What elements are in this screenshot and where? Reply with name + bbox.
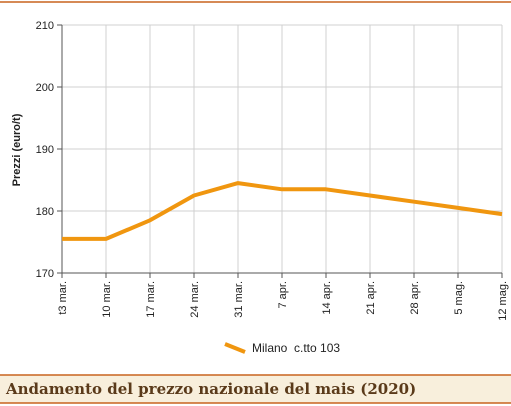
x-tick-label: t3 mar. — [57, 281, 69, 315]
x-tick-label: 12 mag. — [497, 281, 509, 321]
x-tick-label: 21 apr. — [365, 281, 377, 315]
x-tick-label: 14 apr. — [321, 281, 333, 315]
legend-swatch — [224, 342, 246, 354]
x-tick-label: 10 mar. — [101, 281, 113, 318]
x-tick-label: 17 mar. — [145, 281, 157, 318]
chart-title: Andamento del prezzo nazionale del mais … — [5, 380, 416, 398]
y-tick-label: 180 — [36, 206, 54, 218]
legend-label: Milano c.tto 103 — [252, 341, 340, 355]
x-tick-label: 28 apr. — [409, 281, 421, 315]
x-tick-label: 31 mar. — [233, 281, 245, 318]
x-tick-label: 5 mag. — [453, 281, 465, 315]
y-tick-label: 200 — [36, 82, 54, 94]
y-tick-label: 170 — [36, 268, 54, 280]
x-tick-label: 24 mar. — [189, 281, 201, 318]
data-line — [62, 181, 503, 241]
y-tick-label: 190 — [36, 144, 54, 156]
y-tick-label: 210 — [36, 20, 54, 32]
x-tick-label: 7 apr. — [277, 281, 289, 309]
title-band — [0, 375, 511, 403]
y-axis-label: Prezzi (euro/t) — [11, 113, 23, 186]
